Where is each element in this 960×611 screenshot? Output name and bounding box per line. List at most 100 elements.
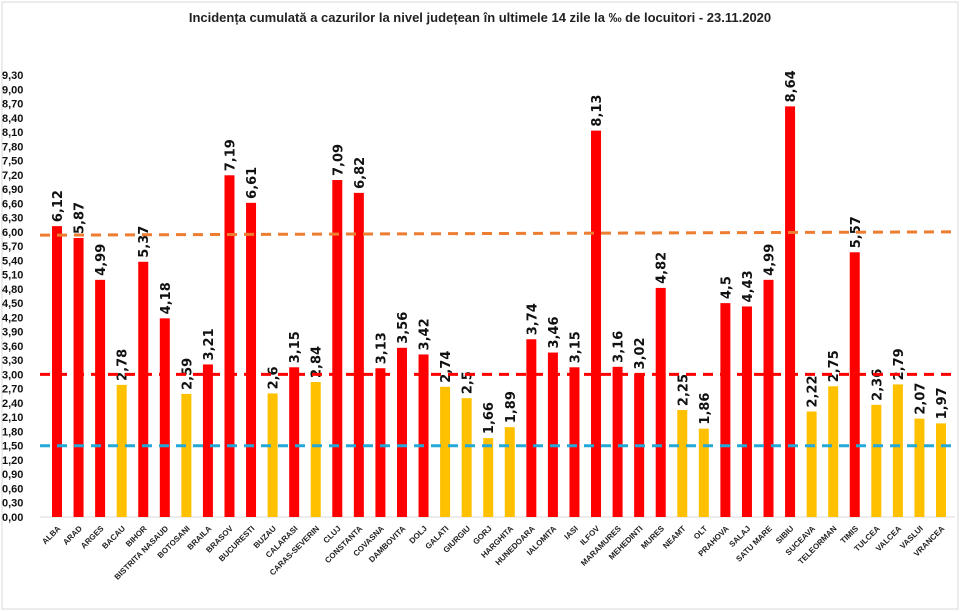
y-tick-label: 4,80 [2, 284, 23, 296]
y-tick-label: 5,10 [2, 270, 23, 282]
bar-cluj [332, 180, 343, 517]
bar-salaj [741, 306, 752, 517]
bar-galati [440, 386, 451, 517]
data-label: 2,07 [913, 383, 928, 415]
data-label: 4,99 [94, 244, 109, 276]
data-label: 2,75 [827, 350, 842, 382]
y-tick-label: 3,90 [2, 327, 23, 339]
bar-braila [202, 364, 213, 517]
bar-bihor [138, 261, 149, 517]
data-label: 3,15 [568, 331, 583, 363]
bar-covasna [375, 368, 386, 517]
data-label: 2,59 [180, 358, 195, 390]
data-label: 2,22 [806, 375, 821, 407]
bar-botosani [181, 393, 192, 517]
x-tick-label: NEAMT [661, 524, 688, 551]
bar-arges [95, 279, 106, 517]
bar-olt [698, 428, 709, 517]
bar-bistrita-nasaud [159, 318, 170, 517]
y-tick-label: 7,80 [2, 141, 23, 153]
bar-tulcea [871, 404, 882, 517]
y-tick-label: 3,00 [2, 369, 23, 381]
y-tick-label: 7,20 [2, 170, 23, 182]
data-label: 3,02 [633, 337, 648, 369]
bar-vaslui [914, 418, 925, 517]
y-tick-label: 0,60 [2, 483, 23, 495]
y-tick-label: 1,50 [2, 441, 23, 453]
bar-alba [52, 226, 62, 517]
x-tick-label: IASI [563, 524, 580, 541]
data-label: 4,18 [159, 282, 174, 314]
data-label: 2,5 [461, 371, 476, 394]
data-label: 3,56 [396, 312, 411, 344]
y-tick-label: 9,30 [2, 70, 23, 82]
data-label: 2,74 [439, 351, 454, 383]
bar-dambovita [396, 347, 407, 517]
bar-calarasi [289, 367, 300, 517]
y-tick-label: 0,00 [2, 512, 23, 524]
data-label: 2,79 [892, 348, 907, 380]
bar-gorj [483, 438, 494, 517]
bar-brasov [224, 175, 235, 517]
data-label: 8,13 [590, 95, 605, 127]
data-label: 2,25 [676, 374, 691, 406]
y-tick-label: 2,40 [2, 398, 23, 410]
y-tick-label: 4,50 [2, 298, 23, 310]
bar-buzau [267, 393, 278, 517]
bar-maramures [612, 366, 623, 517]
y-tick-label: 0,30 [2, 498, 23, 510]
bar-mures [655, 287, 666, 517]
data-label: 1,89 [504, 391, 519, 423]
x-tick-label: BACAU [100, 524, 127, 551]
data-label: 3,21 [202, 328, 217, 360]
bar-satu-mare [763, 279, 774, 517]
y-tick-label: 4,20 [2, 312, 23, 324]
data-label: 5,37 [137, 226, 152, 258]
bar-suceava [806, 411, 817, 517]
chart-title: Incidența cumulată a cazurilor la nivel … [188, 10, 772, 25]
y-tick-label: 2,70 [2, 384, 23, 396]
y-tick-label: 1,20 [2, 455, 23, 467]
data-label: 4,99 [763, 244, 778, 276]
bar-giurgiu [461, 398, 472, 517]
data-label: 1,97 [935, 387, 950, 419]
bar-harghita [504, 427, 515, 517]
y-tick-label: 6,90 [2, 184, 23, 196]
y-tick-label: 2,10 [2, 412, 23, 424]
y-tick-label: 5,70 [2, 241, 23, 253]
bar-ialomita [547, 352, 558, 517]
y-tick-label: 8,70 [2, 99, 23, 111]
bar-constanta [353, 192, 364, 517]
bar-arad [73, 238, 84, 517]
data-label: 2,6 [267, 366, 282, 389]
y-tick-label: 0,90 [2, 469, 23, 481]
data-label: 3,74 [525, 303, 540, 335]
y-tick-label: 8,40 [2, 113, 23, 125]
bar-bacau [116, 384, 127, 517]
data-label: 1,66 [482, 402, 497, 434]
data-label: 3,16 [612, 331, 627, 363]
data-label: 4,5 [719, 276, 734, 299]
bar-neamt [677, 410, 688, 517]
data-label: 3,15 [288, 331, 303, 363]
bar-bucuresti [246, 202, 257, 518]
x-tick-label: OLT [692, 524, 709, 541]
bar-ilfov [591, 130, 602, 517]
reference-line-high [39, 230, 956, 237]
data-label: 7,19 [223, 139, 238, 171]
y-tick-label: 5,40 [2, 255, 23, 267]
data-label: 2,78 [116, 349, 131, 381]
bar-caras-severin [310, 382, 321, 517]
data-label: 4,82 [655, 252, 670, 284]
data-label: 1,86 [698, 393, 713, 425]
y-tick-label: 6,00 [2, 227, 23, 239]
bar-sibiu [785, 106, 796, 518]
y-tick-label: 6,60 [2, 198, 23, 210]
y-tick-label: 1,80 [2, 426, 23, 438]
data-label: 3,46 [547, 316, 562, 348]
y-tick-label: 9,00 [2, 84, 23, 96]
x-tick-label: TELEORMAN [796, 524, 838, 566]
